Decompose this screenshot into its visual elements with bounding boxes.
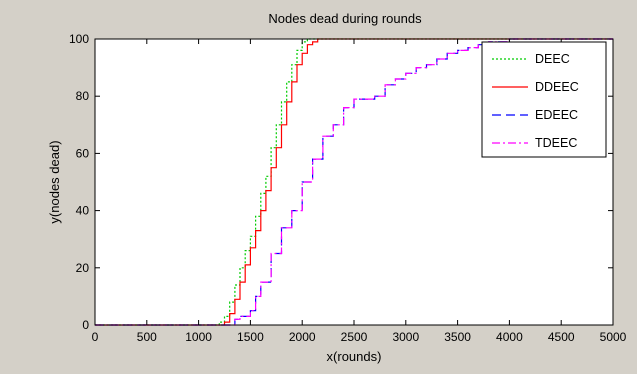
- x-tick-label: 3000: [392, 330, 419, 344]
- x-tick-label: 1000: [185, 330, 212, 344]
- x-tick-label: 2500: [341, 330, 368, 344]
- series-line-ddeec: [95, 38, 613, 326]
- series-layer: [95, 38, 613, 326]
- x-axis-title: x(rounds): [327, 349, 382, 364]
- y-axis-title: y(nodes dead): [47, 140, 62, 223]
- x-tick-label: 2000: [289, 330, 316, 344]
- legend-box: [481, 41, 607, 158]
- x-tick-label: 500: [137, 330, 157, 344]
- x-tick-label: 4500: [548, 330, 575, 344]
- y-tick-label: 40: [76, 204, 90, 218]
- y-tick-label: 80: [76, 89, 90, 103]
- x-tick-label: 4000: [496, 330, 523, 344]
- legend: DEEC DDEEC EDEEC TDEEC: [481, 41, 607, 158]
- x-tick-label: 3500: [444, 330, 471, 344]
- x-tick-label: 5000: [600, 330, 627, 344]
- x-tick-label: 0: [92, 330, 99, 344]
- y-tick-label: 60: [76, 146, 90, 160]
- tick-layer: 0 500 1000 1500 2000 2500 3000 3500 4000 4500 5000…: [69, 32, 627, 344]
- legend-label-edeec: EDEEC: [535, 108, 578, 122]
- legend-label-ddeec: DDEEC: [535, 80, 579, 94]
- y-tick-label: 20: [76, 261, 90, 275]
- y-tick-label: 0: [82, 318, 89, 332]
- y-tick-label: 100: [69, 32, 89, 46]
- series-line-edeec: [95, 38, 613, 326]
- legend-label-tdeec: TDEEC: [535, 136, 577, 150]
- chart-title: Nodes dead during rounds: [268, 11, 422, 26]
- x-tick-label: 1500: [237, 330, 264, 344]
- legend-label-deec: DEEC: [535, 52, 570, 66]
